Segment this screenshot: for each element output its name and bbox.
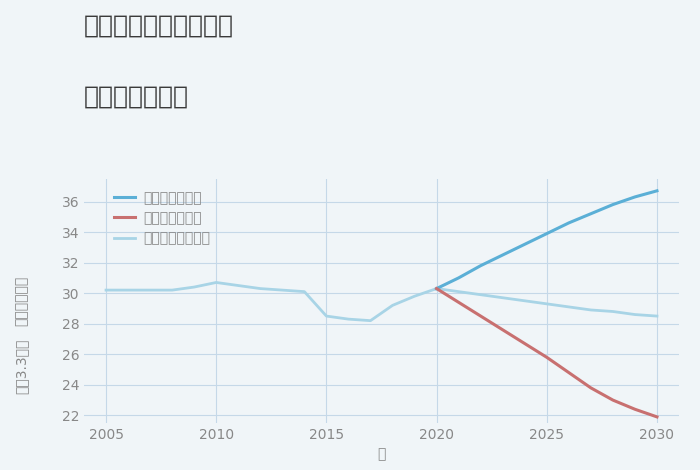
Text: 坪（3.3㎡）: 坪（3.3㎡） (14, 339, 28, 394)
X-axis label: 年: 年 (377, 447, 386, 462)
Text: 土地の価格推移: 土地の価格推移 (84, 85, 189, 109)
Text: 単価（万円）: 単価（万円） (14, 276, 28, 326)
Text: 愛知県碧南市舟江町の: 愛知県碧南市舟江町の (84, 14, 234, 38)
Legend: グッドシナリオ, バッドシナリオ, ノーマルシナリオ: グッドシナリオ, バッドシナリオ, ノーマルシナリオ (108, 186, 216, 251)
